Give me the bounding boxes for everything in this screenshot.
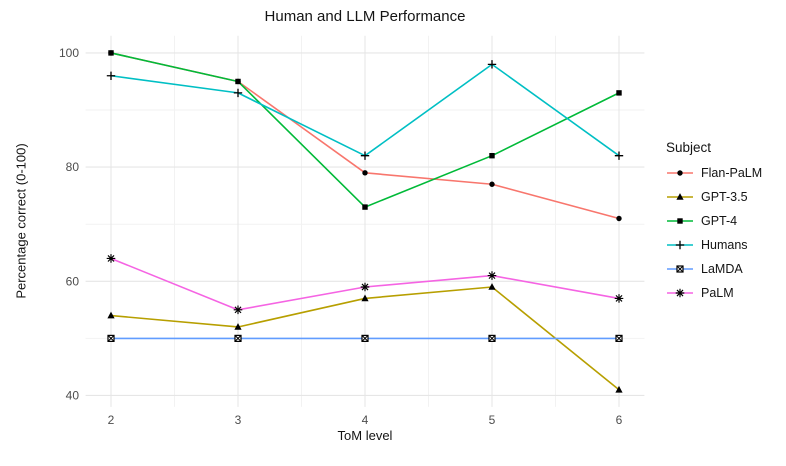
tick-labels: 40 60 80 100 2 3 4 5 6 [59,46,623,427]
series-LaMDA [107,334,623,342]
series-GPT-3.5 [107,283,623,393]
x-axis-title: ToM level [337,428,393,443]
y-tick-label: 40 [66,388,80,402]
plus-key-icon [667,240,693,249]
chart-title: Human and LLM Performance [264,8,466,25]
legend-items: Flan-PaLM GPT-3.5 GPT-4 Humans LaMDA PaLM [666,165,762,302]
legend-label: GPT-4 [701,213,738,228]
series-PaLM [106,254,624,315]
series-Humans [106,60,624,160]
legend-item-Flan-PaLM: Flan-PaLM [666,165,762,182]
square-key-icon [667,218,693,224]
legend-item-PaLM: PaLM [666,285,762,302]
x-tick-label: 4 [362,413,369,427]
grid-major [85,35,645,407]
x-tick-label: 2 [108,413,115,427]
legend-item-GPT-4: GPT-4 [666,213,762,230]
circle-key-icon [667,170,693,176]
x-tick-label: 6 [616,413,623,427]
y-tick-label: 80 [66,160,80,174]
x-tick-label: 5 [489,413,496,427]
asterisk-key-icon [667,288,693,298]
x-tick-label: 3 [235,413,242,427]
legend-item-GPT-3.5: GPT-3.5 [666,189,762,206]
legend-label: Humans [701,237,748,252]
triangle-key-icon [667,192,693,200]
y-tick-label: 100 [59,46,79,60]
legend-label: GPT-3.5 [701,189,748,204]
legend-label: PaLM [701,285,734,300]
legend-item-LaMDA: LaMDA [666,261,762,278]
series-GPT-4 [108,50,622,210]
legend-title: Subject [666,140,712,155]
y-tick-label: 60 [66,274,80,288]
legend-item-Humans: Humans [666,237,762,254]
square-x-key-icon [667,265,693,273]
legend-label: Flan-PaLM [701,165,763,180]
legend: Subject Flan-PaLM GPT-3.5 GPT-4 Humans LaMDA… [666,139,762,301]
legend-label: LaMDA [701,261,743,276]
